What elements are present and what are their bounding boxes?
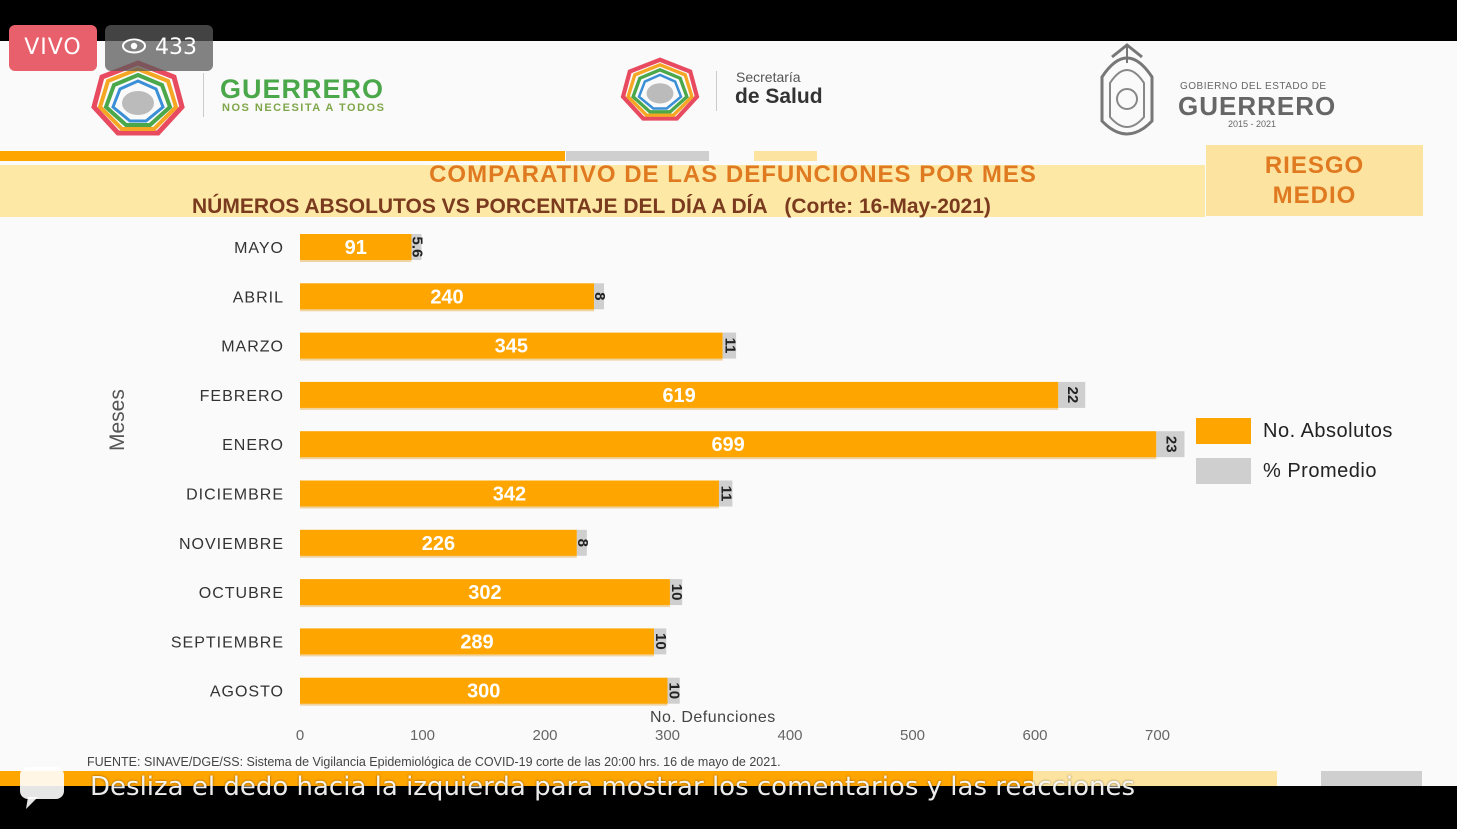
y-axis-label: Meses xyxy=(106,389,129,451)
decorative-stripe xyxy=(1321,771,1422,786)
bar-promedio xyxy=(669,579,683,606)
value-label-promedio: 5.6 xyxy=(408,237,425,258)
source-note: FUENTE: SINAVE/DGE/SS: Sistema de Vigila… xyxy=(87,755,781,769)
category-label: OCTUBRE xyxy=(199,585,284,602)
guerrero-logo-name: GUERRERO xyxy=(220,74,385,104)
risk-level: RIESGO MEDIO xyxy=(1206,151,1423,211)
x-tick-label: 600 xyxy=(1022,727,1047,744)
bar-absolutos xyxy=(300,234,412,260)
guerrero-emblem-icon xyxy=(91,60,185,136)
value-label-promedio: 11 xyxy=(718,486,735,502)
salud-emblem-icon xyxy=(620,57,700,121)
value-label-absolutos: 699 xyxy=(711,434,744,456)
category-label: ENERO xyxy=(222,437,284,454)
viewer-count-badge: 433 xyxy=(105,25,213,71)
broadcast-slide: GUERRERO NOS NECESITA A TODOS Secretaría… xyxy=(0,41,1457,786)
value-label-absolutos: 300 xyxy=(467,681,500,703)
x-tick-label: 400 xyxy=(777,727,802,744)
eye-icon xyxy=(121,25,147,71)
salud-logo-line2: de Salud xyxy=(735,85,823,108)
category-label: NOVIEMBRE xyxy=(179,536,284,553)
x-tick-label: 100 xyxy=(410,727,435,744)
bar-absolutos xyxy=(300,283,594,310)
bar-promedio xyxy=(722,332,737,359)
bar-promedio xyxy=(1156,431,1185,458)
category-label: SEPTIEMBRE xyxy=(171,634,284,651)
gobierno-logo-years: 2015 - 2021 xyxy=(1228,119,1277,129)
decorative-stripe xyxy=(754,151,817,161)
value-label-absolutos: 302 xyxy=(468,582,501,604)
category-label: AGOSTO xyxy=(210,684,284,701)
decorative-stripe xyxy=(566,151,709,161)
gobierno-logo-line2: GUERRERO xyxy=(1178,91,1337,121)
x-tick-label: 0 xyxy=(296,727,304,744)
salud-logo-line1: Secretaría xyxy=(736,69,801,85)
bar-absolutos xyxy=(300,431,1157,458)
risk-line2: MEDIO xyxy=(1272,182,1357,209)
bar-absolutos xyxy=(300,529,577,556)
value-label-absolutos: 289 xyxy=(460,631,493,653)
category-label: FEBRERO xyxy=(200,388,284,405)
chart-legend: No. Absolutos % Promedio xyxy=(1196,411,1393,491)
category-label: ABRIL xyxy=(233,289,284,306)
x-tick-label: 700 xyxy=(1145,727,1170,744)
value-label-promedio: 10 xyxy=(652,633,669,650)
category-label: MAYO xyxy=(234,240,284,257)
risk-box xyxy=(1206,145,1423,216)
value-label-absolutos: 342 xyxy=(493,484,526,506)
state-seal-icon xyxy=(1100,43,1154,136)
decorative-stripe xyxy=(0,771,1033,786)
value-label-absolutos: 226 xyxy=(422,533,455,555)
bar-promedio xyxy=(576,529,587,556)
bar-chart: MAYO 91 5.6 ABRIL 240 8 MARZO 345 11 FEBRERO 619 22… xyxy=(171,234,1185,744)
bar-promedio xyxy=(594,283,604,310)
x-tick-label: 500 xyxy=(900,727,925,744)
bar-absolutos xyxy=(300,480,719,507)
bar-absolutos xyxy=(300,381,1059,408)
legend-item-promedio: % Promedio xyxy=(1196,451,1393,491)
gobierno-logo-line1: GOBIERNO DEL ESTADO DE xyxy=(1180,81,1327,92)
legend-label: No. Absolutos xyxy=(1263,419,1393,442)
legend-item-absolutos: No. Absolutos xyxy=(1196,411,1393,451)
chart-subtitle: NÚMEROS ABSOLUTOS VS PORCENTAJE DEL DÍA … xyxy=(192,195,991,218)
value-label-absolutos: 240 xyxy=(430,286,463,308)
value-label-promedio: 10 xyxy=(666,682,683,699)
decorative-stripe xyxy=(1033,771,1277,786)
value-label-absolutos: 91 xyxy=(345,237,367,259)
comment-bubble-icon[interactable] xyxy=(18,765,66,811)
guerrero-logo-tagline: NOS NECESITA A TODOS xyxy=(222,102,386,114)
category-label: MARZO xyxy=(221,339,284,356)
value-label-promedio: 11 xyxy=(721,338,738,354)
bar-absolutos xyxy=(300,332,723,359)
value-label-promedio: 8 xyxy=(591,292,608,300)
x-axis-label: No. Defunciones xyxy=(650,709,776,726)
bar-promedio xyxy=(718,480,733,507)
value-label-promedio: 8 xyxy=(574,539,591,547)
bar-absolutos xyxy=(300,628,655,655)
value-label-promedio: 23 xyxy=(1162,436,1179,453)
category-label: DICIEMBRE xyxy=(186,487,284,504)
value-label-promedio: 10 xyxy=(668,584,685,601)
viewer-count: 433 xyxy=(155,35,197,60)
legend-swatch xyxy=(1196,418,1251,444)
risk-line1: RIESGO xyxy=(1264,152,1365,179)
chart-title: COMPARATIVO DE LAS DEFUNCIONES POR MES xyxy=(429,161,1037,188)
legend-label: % Promedio xyxy=(1263,459,1377,482)
swipe-hint: Desliza el dedo hacia la izquierda para … xyxy=(90,772,1136,802)
legend-swatch xyxy=(1196,458,1251,484)
value-label-promedio: 22 xyxy=(1064,387,1081,404)
live-badge: VIVO xyxy=(9,25,97,71)
bar-promedio xyxy=(667,677,680,704)
bar-promedio xyxy=(411,234,422,260)
decorative-stripe xyxy=(0,151,565,161)
x-tick-label: 300 xyxy=(655,727,680,744)
bar-promedio xyxy=(654,628,667,655)
title-band xyxy=(0,165,1205,217)
value-label-absolutos: 619 xyxy=(662,385,695,407)
x-tick-label: 200 xyxy=(532,727,557,744)
bar-absolutos xyxy=(300,579,670,606)
bar-promedio xyxy=(1058,381,1086,408)
value-label-absolutos: 345 xyxy=(495,336,528,358)
bar-absolutos xyxy=(300,677,668,704)
